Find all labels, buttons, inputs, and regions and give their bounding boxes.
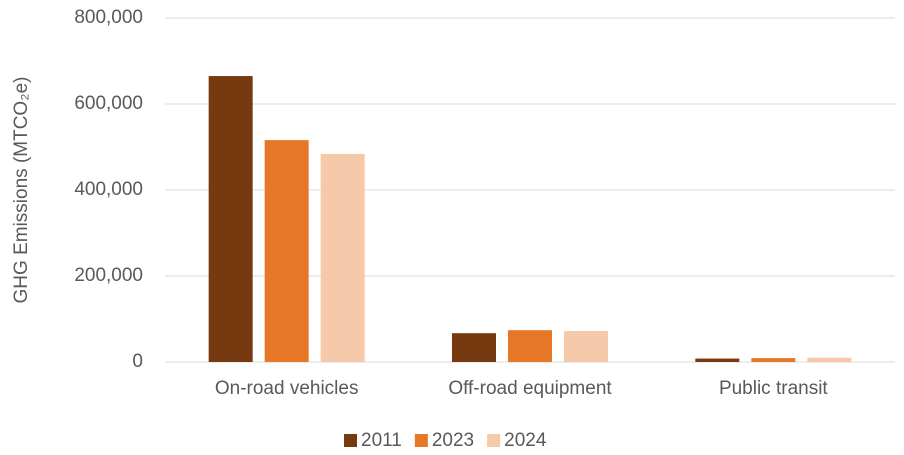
legend-swatch bbox=[344, 434, 357, 447]
bar bbox=[452, 333, 496, 362]
x-tick-label: Off-road equipment bbox=[448, 378, 612, 399]
legend-label: 2011 bbox=[361, 430, 402, 451]
legend-swatch bbox=[414, 434, 428, 447]
y-tick-label: 600,000 bbox=[74, 93, 143, 114]
bar bbox=[564, 331, 608, 362]
bar bbox=[751, 358, 796, 362]
y-axis-label: GHG Emissions (MTCO₂e) bbox=[11, 77, 32, 304]
y-tick-label: 0 bbox=[132, 351, 143, 372]
x-tick-label: On-road vehicles bbox=[215, 378, 359, 399]
legend-swatch bbox=[487, 434, 501, 447]
y-tick-label: 400,000 bbox=[74, 179, 143, 200]
x-tick-label: Public transit bbox=[719, 378, 828, 399]
bar bbox=[320, 153, 365, 362]
bar bbox=[695, 358, 740, 362]
bar bbox=[807, 357, 852, 362]
y-tick-label: 200,000 bbox=[74, 265, 143, 286]
bar bbox=[508, 330, 552, 362]
legend-label: 2024 bbox=[504, 430, 547, 451]
bar bbox=[208, 76, 253, 363]
y-tick-label: 800,000 bbox=[74, 7, 143, 28]
bar bbox=[264, 140, 309, 362]
legend-label: 2023 bbox=[432, 430, 474, 451]
